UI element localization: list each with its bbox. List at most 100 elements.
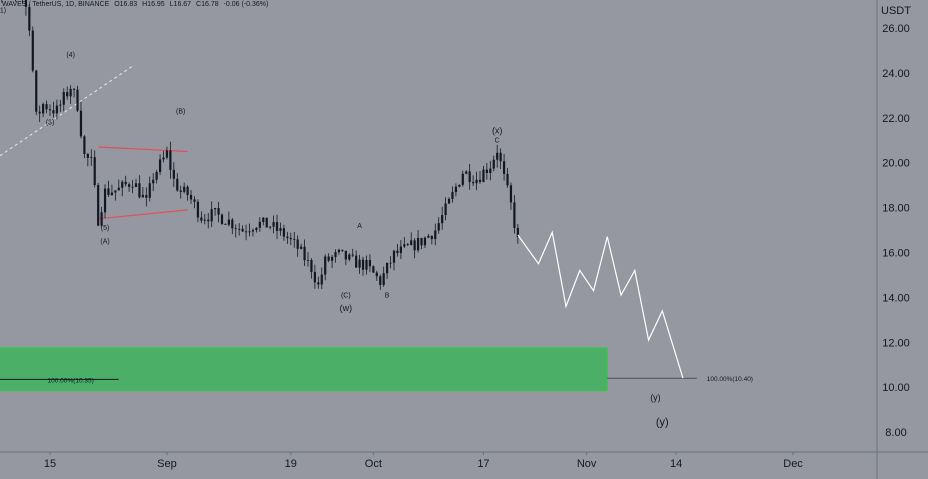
close-value: C16.78 — [196, 1, 219, 8]
candle-body — [423, 237, 427, 246]
candle-body — [107, 188, 110, 195]
candle-body — [86, 154, 89, 158]
wave-label: C — [495, 137, 500, 144]
candle-body — [131, 186, 134, 188]
candle-body — [399, 246, 402, 254]
candle-body — [492, 159, 495, 169]
wave-label: (y) — [650, 393, 661, 403]
y-tick-label: 8.00 — [885, 427, 906, 439]
candle-body — [196, 201, 200, 218]
candle-body — [210, 209, 213, 222]
candle-body — [35, 70, 38, 112]
wave-label: (x) — [492, 126, 503, 136]
candle-body — [293, 239, 296, 240]
y-tick-label: 26.00 — [882, 23, 910, 35]
candle-body — [289, 237, 292, 240]
candle-body — [128, 184, 131, 187]
candle-body — [145, 194, 148, 198]
candle-body — [59, 104, 62, 106]
candle-body — [186, 186, 189, 195]
candle-body — [220, 214, 224, 225]
wave-label: (A) — [100, 239, 109, 246]
candle-body — [427, 235, 430, 238]
x-tick-label: 14 — [670, 458, 682, 470]
candle-body — [375, 272, 378, 277]
wave-label: A — [357, 223, 362, 230]
candle-body — [447, 198, 451, 204]
candle-body — [165, 150, 169, 158]
candle-body — [300, 246, 303, 249]
candle-body — [121, 181, 124, 188]
y-tick-label: 12.00 — [882, 337, 910, 349]
candle-body — [152, 179, 155, 184]
candle-body — [83, 136, 86, 155]
candle-body — [437, 223, 440, 231]
candle-body — [72, 88, 76, 90]
candle-body — [306, 260, 310, 261]
candle-body — [341, 249, 344, 251]
y-tick-label: 14.00 — [882, 292, 910, 304]
candle-body — [382, 273, 385, 285]
candle-body — [478, 179, 482, 182]
candle-body — [279, 228, 282, 231]
candle-body — [416, 238, 420, 251]
x-tick-label: Oct — [365, 458, 382, 470]
candle-body — [224, 224, 227, 225]
candle-body — [499, 152, 502, 162]
candle-body — [282, 228, 286, 237]
candle-body — [355, 255, 358, 268]
candle-body — [485, 169, 488, 173]
candle-body — [103, 188, 107, 213]
x-tick-label: 15 — [44, 458, 56, 470]
candle-body — [275, 222, 279, 231]
wave-label: (w) — [340, 303, 353, 313]
candle-body — [48, 109, 52, 111]
candle-body — [124, 181, 127, 185]
candle-body — [193, 199, 196, 202]
candle-body — [372, 266, 375, 273]
candle-body — [207, 219, 210, 222]
candle-body — [234, 228, 237, 230]
candle-body — [155, 172, 158, 180]
candle-body — [461, 173, 464, 185]
candle-body — [227, 219, 230, 225]
candle-body — [176, 178, 179, 191]
candle-body — [241, 228, 244, 232]
triangle-lower-line — [98, 209, 188, 220]
candle-body — [413, 240, 416, 251]
fib-level-label: 100.00%(10.40) — [707, 376, 753, 383]
candle-body — [303, 246, 306, 261]
candle-body — [183, 186, 186, 192]
candle-body — [451, 192, 454, 199]
candle-body — [238, 228, 241, 230]
candle-body — [38, 111, 41, 114]
x-tick-label: 17 — [477, 458, 489, 470]
candle-body — [158, 159, 162, 173]
symbol-name[interactable]: WAVES / TetherUS, 1D, BINANCE — [2, 1, 110, 8]
candle-body — [313, 272, 316, 283]
candle-body — [258, 221, 261, 228]
candle-body — [368, 259, 372, 267]
target-zone — [0, 347, 608, 392]
wave-label: (B) — [176, 108, 185, 115]
wave-label: (y) — [656, 416, 669, 428]
candle-body — [472, 182, 475, 184]
y-tick-label: 16.00 — [882, 248, 910, 260]
y-tick-label: 22.00 — [882, 113, 910, 125]
wave-label: (5) — [101, 225, 110, 232]
x-tick-label: Dec — [783, 458, 803, 470]
candle-body — [255, 227, 258, 231]
candles — [1, 0, 519, 290]
candle-body — [403, 244, 406, 247]
candle-body — [365, 259, 368, 270]
candle-body — [52, 110, 55, 114]
candle-body — [475, 179, 478, 184]
candle-body — [141, 194, 144, 198]
candle-body — [496, 152, 499, 160]
candle-body — [351, 254, 354, 256]
candle-body — [358, 259, 361, 268]
candle-body — [134, 183, 138, 187]
wave-label: (C) — [341, 292, 351, 299]
